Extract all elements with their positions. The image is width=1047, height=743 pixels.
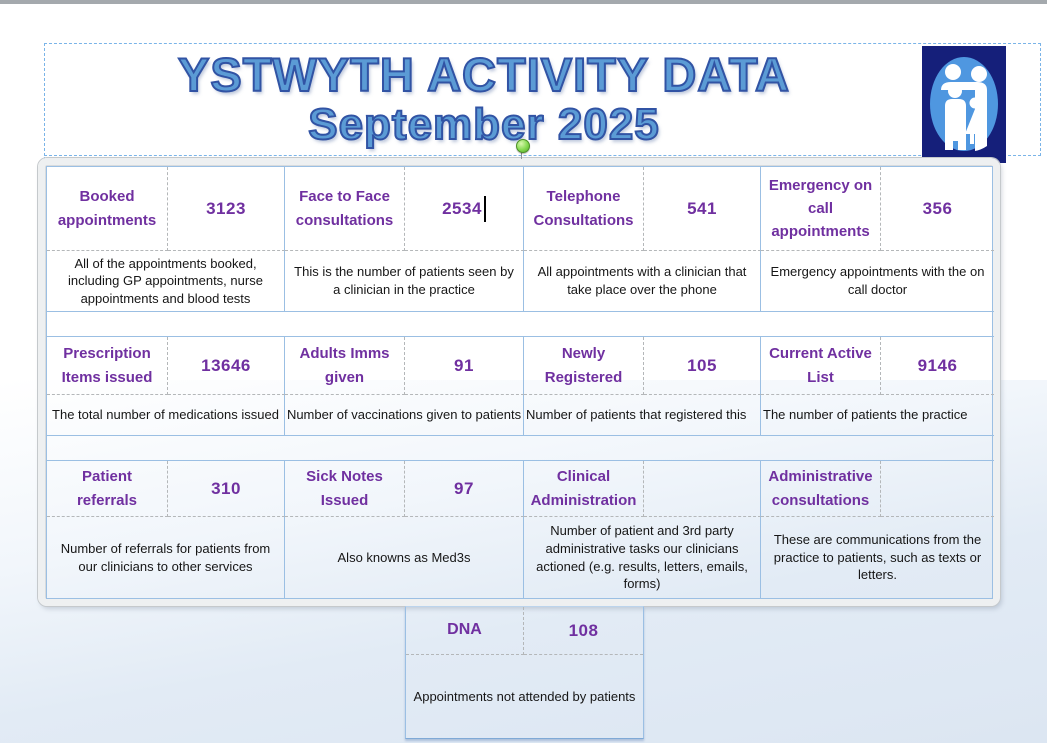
metric-label-cell[interactable]: Telephone Consultations <box>524 167 644 251</box>
dna-label-cell[interactable]: DNA <box>406 607 524 655</box>
metric-value-cell[interactable]: 3123 <box>168 167 285 251</box>
metric-description-cell[interactable]: This is the number of patients seen by a… <box>285 251 524 312</box>
title-line-2: September 2025 <box>307 99 660 150</box>
metric-description-cell[interactable]: Number of vaccinations given to patients <box>285 395 524 436</box>
metric-value-cell[interactable]: 356 <box>881 167 994 251</box>
metric-label-cell[interactable]: Clinical Administration <box>524 461 644 517</box>
text-cursor <box>483 195 486 222</box>
metric-value-cell[interactable]: 105 <box>644 337 761 395</box>
dna-value-cell[interactable]: 108 <box>524 607 643 655</box>
metric-value-cell[interactable]: 2534 <box>405 167 524 251</box>
metric-description-cell[interactable]: The number of patients the practice <box>761 395 994 436</box>
metric-description-cell[interactable]: All of the appointments booked, includin… <box>47 251 285 312</box>
metric-value-cell[interactable]: 9146 <box>881 337 994 395</box>
metric-label-cell[interactable]: Patient referrals <box>47 461 168 517</box>
metric-value-cell[interactable]: 541 <box>644 167 761 251</box>
metric-value-cell[interactable]: 91 <box>405 337 524 395</box>
slide-title[interactable]: YSTWYTH ACTIVITY DATA September 2025 <box>44 48 924 150</box>
metric-description-cell[interactable]: These are communications from the practi… <box>773 532 982 583</box>
metric-value-cell[interactable]: 97 <box>405 461 524 517</box>
metric-label-cell[interactable]: Prescription Items issued <box>47 337 168 395</box>
metric-description-cell[interactable]: Emergency appointments with the on call … <box>761 251 994 312</box>
metric-description-cell[interactable]: All appointments with a clinician that t… <box>524 251 761 312</box>
metric-value-cell[interactable]: 310 <box>168 461 285 517</box>
metric-description-cell[interactable]: The total number of medications issued <box>47 395 285 436</box>
practice-family-logo[interactable] <box>922 46 1006 163</box>
metric-description-cell[interactable]: Number of patients that registered this <box>524 395 761 436</box>
rotate-handle[interactable] <box>516 139 530 153</box>
dna-table[interactable]: DNA 108 Appointments not attended by pat… <box>405 606 644 739</box>
rotate-handle-stem <box>521 150 522 159</box>
metric-description-cell[interactable]: Also knowns as Med3s <box>285 517 524 598</box>
metric-label-cell[interactable]: Administrative consultations <box>761 461 881 517</box>
table-spacer-row[interactable] <box>47 436 994 461</box>
metric-label-cell[interactable]: Sick Notes Issued <box>285 461 405 517</box>
window-top-edge <box>0 0 1047 4</box>
metric-value-cell[interactable] <box>644 461 761 517</box>
metric-value-cell[interactable] <box>881 461 994 517</box>
dna-description-cell[interactable]: Appointments not attended by patients <box>413 688 636 704</box>
family-icon <box>941 64 987 151</box>
metric-label-cell[interactable]: Current Active List <box>761 337 881 395</box>
table-spacer-row[interactable] <box>47 312 994 337</box>
metric-description-cell[interactable]: Number of patient and 3rd party administ… <box>524 517 761 598</box>
metric-label-cell[interactable]: Booked appointments <box>47 167 168 251</box>
metric-description-cell[interactable]: Number of referrals for patients from ou… <box>47 517 285 598</box>
activity-table[interactable]: Booked appointments 3123 Face to Face co… <box>46 166 994 599</box>
metric-label-cell[interactable]: Emergency on call appointments <box>761 167 881 251</box>
metric-value-cell[interactable]: 13646 <box>168 337 285 395</box>
metric-label-cell[interactable]: Face to Face consultations <box>285 167 405 251</box>
title-placeholder-selection-border[interactable] <box>44 43 1041 156</box>
metric-label-cell[interactable]: Adults Imms given <box>285 337 405 395</box>
metric-label-cell[interactable]: Newly Registered <box>524 337 644 395</box>
title-line-1: YSTWYTH ACTIVITY DATA <box>177 48 790 101</box>
table-selection-frame[interactable] <box>38 158 1000 606</box>
